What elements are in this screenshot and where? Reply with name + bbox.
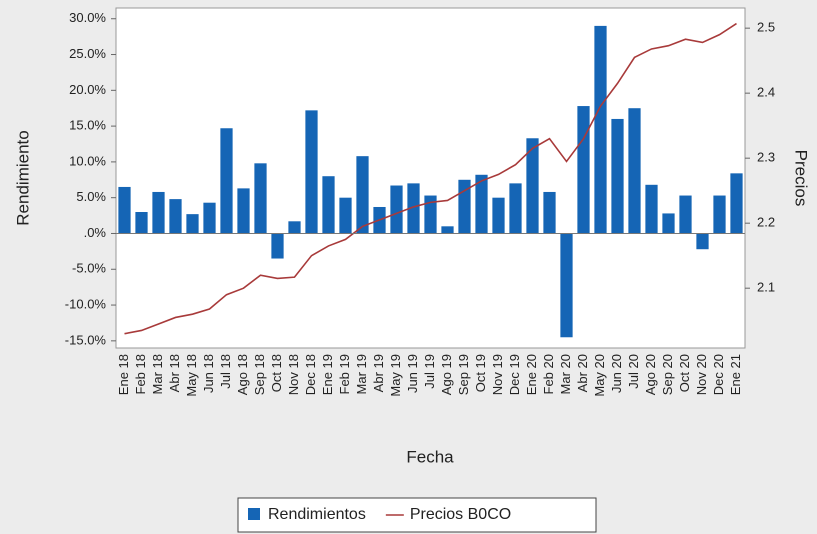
bar bbox=[407, 183, 420, 234]
x-tick-label: Dec 20 bbox=[711, 354, 726, 395]
x-tick-label: Sep 18 bbox=[252, 354, 267, 395]
bar bbox=[628, 108, 641, 234]
x-tick-label: May 18 bbox=[184, 354, 199, 397]
legend-swatch bbox=[248, 508, 260, 520]
bar bbox=[560, 233, 573, 338]
y-tick-label: 10.0% bbox=[69, 153, 106, 168]
bar bbox=[237, 188, 250, 234]
x-tick-label: May 19 bbox=[388, 354, 403, 397]
bar bbox=[475, 174, 488, 234]
bar bbox=[713, 195, 726, 234]
x-tick-label: Ago 18 bbox=[235, 354, 250, 395]
x-tick-label: Feb 19 bbox=[337, 354, 352, 394]
x-tick-label: Feb 18 bbox=[133, 354, 148, 394]
bar bbox=[118, 186, 131, 234]
bar bbox=[594, 25, 607, 234]
bar bbox=[390, 185, 403, 234]
y2-tick-label: 2.4 bbox=[757, 85, 775, 100]
bar bbox=[203, 202, 216, 234]
bar bbox=[662, 213, 675, 234]
y2-tick-label: 2.3 bbox=[757, 150, 775, 165]
bar bbox=[169, 199, 182, 234]
bar bbox=[543, 191, 556, 234]
bar bbox=[322, 176, 335, 234]
x-axis-title: Fecha bbox=[406, 447, 454, 466]
x-tick-label: Ago 19 bbox=[439, 354, 454, 395]
y2-tick-label: 2.5 bbox=[757, 20, 775, 35]
x-tick-label: Jun 18 bbox=[201, 354, 216, 393]
y-tick-label: 25.0% bbox=[69, 46, 106, 61]
x-tick-label: Ene 20 bbox=[524, 354, 539, 395]
y-tick-label: -10.0% bbox=[65, 296, 107, 311]
x-tick-label: Nov 18 bbox=[286, 354, 301, 395]
bar bbox=[526, 138, 539, 234]
bar bbox=[509, 183, 522, 234]
x-tick-label: Ene 19 bbox=[320, 354, 335, 395]
y-axis-title: Rendimiento bbox=[13, 130, 32, 225]
x-tick-label: Mar 19 bbox=[354, 354, 369, 394]
y-tick-label: -5.0% bbox=[72, 261, 106, 276]
line bbox=[124, 22, 737, 335]
x-tick-label: Jul 20 bbox=[626, 354, 641, 389]
x-tick-label: Oct 18 bbox=[269, 354, 284, 392]
bar bbox=[645, 184, 658, 234]
bar bbox=[152, 191, 165, 234]
bar bbox=[611, 118, 624, 234]
bar bbox=[424, 195, 437, 234]
x-tick-label: Mar 20 bbox=[558, 354, 573, 394]
bar bbox=[186, 214, 199, 234]
y2-tick-label: 2.2 bbox=[757, 215, 775, 230]
x-tick-label: Sep 19 bbox=[456, 354, 471, 395]
bar bbox=[288, 221, 301, 234]
x-tick-label: Sep 20 bbox=[660, 354, 675, 395]
y-tick-label: -15.0% bbox=[65, 332, 107, 347]
bar bbox=[254, 163, 267, 234]
x-tick-label: Oct 20 bbox=[677, 354, 692, 392]
bar bbox=[730, 173, 743, 234]
y-tick-label: 30.0% bbox=[69, 10, 106, 25]
x-tick-label: Feb 20 bbox=[541, 354, 556, 394]
bar bbox=[492, 197, 505, 234]
x-tick-label: Abr 18 bbox=[167, 354, 182, 392]
y2-tick-label: 2.1 bbox=[757, 280, 775, 295]
x-tick-label: Mar 18 bbox=[150, 354, 165, 394]
bar bbox=[577, 106, 590, 234]
bar bbox=[696, 233, 709, 250]
plot-area bbox=[115, 7, 746, 349]
x-tick-label: Abr 20 bbox=[575, 354, 590, 392]
bar bbox=[271, 233, 284, 259]
x-tick-label: Dec 19 bbox=[507, 354, 522, 395]
x-tick-label: Dec 18 bbox=[303, 354, 318, 395]
bar bbox=[339, 197, 352, 234]
bar bbox=[441, 226, 454, 234]
x-tick-label: Ene 18 bbox=[116, 354, 131, 395]
x-tick-label: Oct 19 bbox=[473, 354, 488, 392]
x-tick-label: Ago 20 bbox=[643, 354, 658, 395]
bar bbox=[220, 128, 233, 234]
bar bbox=[356, 156, 369, 234]
x-tick-label: Jun 19 bbox=[405, 354, 420, 393]
bar bbox=[305, 110, 318, 234]
y-tick-label: 20.0% bbox=[69, 82, 106, 97]
x-tick-label: Ene 21 bbox=[728, 354, 743, 395]
x-tick-label: Nov 19 bbox=[490, 354, 505, 395]
x-tick-label: Abr 19 bbox=[371, 354, 386, 392]
y2-axis-title: Precios bbox=[792, 150, 811, 207]
bar bbox=[135, 212, 148, 234]
y-tick-label: .0% bbox=[84, 225, 107, 240]
y-tick-label: 15.0% bbox=[69, 118, 106, 133]
x-tick-label: Jul 19 bbox=[422, 354, 437, 389]
legend-label: Rendimientos bbox=[268, 506, 366, 523]
legend-label: Precios B0CO bbox=[410, 506, 511, 523]
x-tick-label: Jul 18 bbox=[218, 354, 233, 389]
legend bbox=[237, 497, 597, 533]
x-tick-label: Jun 20 bbox=[609, 354, 624, 393]
y-tick-label: 5.0% bbox=[76, 189, 106, 204]
bar bbox=[679, 195, 692, 234]
x-tick-label: May 20 bbox=[592, 354, 607, 397]
x-tick-label: Nov 20 bbox=[694, 354, 709, 395]
